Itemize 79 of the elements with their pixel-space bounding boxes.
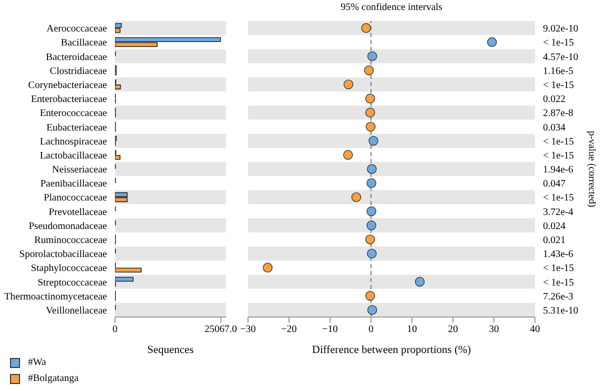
y2-tick-label: 1.94e-6 [543, 164, 574, 176]
point [366, 164, 377, 174]
y2-tick-label: < 1e-15 [543, 136, 574, 148]
y-tick-label: Staphylococcaceae [30, 263, 108, 274]
x-tick-label: 25067.0 [204, 324, 238, 336]
y-tick-label: Sporolactobacillaceae [19, 249, 108, 260]
y-tick-label: Clostridiaceae [50, 66, 108, 77]
point [414, 276, 425, 287]
point [366, 178, 376, 188]
y2-tick-label: < 1e-15 [543, 277, 574, 288]
x-tick-label: −20 [281, 324, 297, 336]
y-tick-label: Eubacteriaceae [46, 122, 108, 134]
point [366, 206, 376, 216]
y-tick-label: Planococcaceae [44, 192, 108, 204]
y-tick-label: Ruminococcaceae [34, 235, 108, 246]
point [368, 136, 378, 146]
y-tick-label: Lachnospiraceae [40, 136, 108, 148]
y-tick-label: Thermoactinomycetaceae [4, 291, 108, 302]
point [364, 65, 374, 76]
point [365, 291, 376, 301]
legend-label: #Bolgatanga [28, 372, 79, 386]
x-axis-title: Difference between proportions (%) [312, 344, 472, 356]
chart-title: 95% confidence intervals [340, 2, 444, 13]
y2-tick-label: 0.022 [543, 94, 566, 106]
point [361, 23, 371, 33]
y2-tick-label: < 1e-15 [543, 38, 574, 49]
y-tick-label: Veillonellaceae [46, 306, 108, 316]
x-tick-label: 0 [112, 324, 118, 336]
y-tick-label: Aerococcaceae [46, 24, 108, 35]
y-tick-label: Prevotellaceae [48, 206, 108, 218]
y2-tick-label: 4.57e-10 [543, 52, 578, 63]
y2-tick-label: 1.43e-6 [543, 249, 574, 260]
y2-tick-label: < 1e-15 [543, 263, 574, 274]
point [343, 150, 353, 160]
y2-tick-label: 0.034 [543, 122, 566, 134]
y-tick-label: Neisseriaceae [52, 164, 108, 176]
y2-tick-label: < 1e-15 [543, 80, 574, 91]
point [262, 262, 273, 273]
point [351, 192, 362, 202]
x-axis-title: Sequences [147, 344, 194, 356]
point [367, 305, 378, 315]
point [487, 37, 497, 47]
y-tick-label: Streptococcaceae [38, 277, 108, 288]
point [344, 80, 354, 90]
point [366, 248, 377, 258]
y2-tick-label: 0.024 [543, 220, 566, 232]
legend-label: #Wa [28, 356, 46, 370]
y-tick-label: Enterococcaceae [40, 108, 108, 120]
y2-tick-label: 1.16e-5 [543, 66, 574, 77]
x-tick-label: 0 [368, 324, 374, 336]
y2-axis-title: p-value (corrected) [586, 130, 597, 208]
y2-tick-label: < 1e-15 [543, 192, 574, 204]
y2-tick-label: 5.31e-10 [543, 306, 578, 316]
y-tick-label: Corynebacteriaceae [28, 80, 108, 91]
point [365, 94, 376, 104]
point [365, 108, 376, 118]
point [366, 220, 376, 230]
point [366, 122, 376, 132]
x-tick-label: 20 [448, 324, 458, 336]
y-tick-label: Bacteroidaceae [46, 52, 108, 63]
y2-tick-label: 3.72e-4 [543, 206, 574, 218]
y2-tick-label: 7.26e-3 [543, 291, 574, 302]
point [367, 51, 378, 62]
y-tick-label: Paenibacillaceae [40, 178, 108, 190]
y-tick-label: Pseudomonadaceae [28, 220, 108, 232]
x-tick-label: 10 [407, 324, 417, 336]
y-tick-label: Enterobacteriaceae [30, 94, 108, 106]
y2-tick-label: 0.021 [543, 235, 566, 246]
x-tick-label: 30 [489, 324, 499, 336]
x-tick-label: 40 [530, 324, 540, 336]
y2-tick-label: 9.02e-10 [543, 24, 578, 35]
x-tick-label: −10 [322, 324, 338, 336]
point [365, 234, 376, 244]
y2-tick-label: 2.87e-8 [543, 108, 574, 120]
y2-tick-label: 0.047 [543, 178, 566, 190]
y-tick-label: Lactobacillaceae [40, 150, 108, 162]
y2-tick-label: < 1e-15 [543, 150, 574, 162]
y-tick-label: Bacillaceae [60, 38, 108, 49]
x-tick-label: −30 [240, 324, 256, 336]
